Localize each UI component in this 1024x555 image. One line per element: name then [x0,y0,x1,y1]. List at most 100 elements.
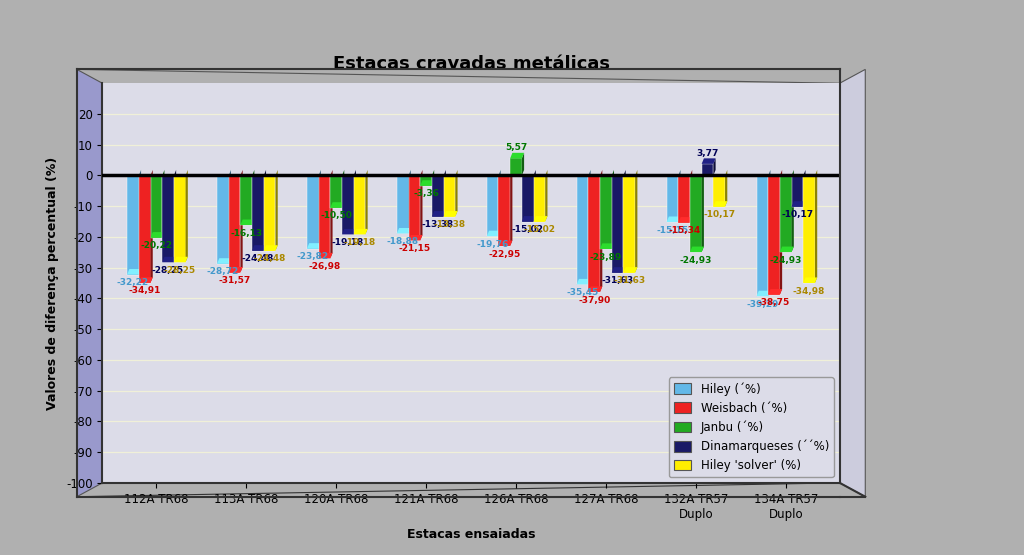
Polygon shape [725,170,727,206]
Polygon shape [635,170,637,273]
Polygon shape [342,170,344,208]
Bar [624,175,635,273]
Polygon shape [803,170,806,206]
Text: -34,98: -34,98 [793,287,825,296]
Polygon shape [432,211,445,216]
Polygon shape [174,170,176,263]
Polygon shape [185,170,187,263]
Bar [217,175,228,264]
Text: -32,22: -32,22 [117,278,150,287]
Bar [432,175,443,216]
Polygon shape [397,228,411,234]
Bar [307,175,318,249]
Polygon shape [545,170,548,221]
Bar [577,175,589,284]
Text: -10,50: -10,50 [321,211,352,220]
Polygon shape [127,269,141,275]
Text: -37,90: -37,90 [579,296,610,305]
Y-axis label: Valores de diferença percentual (%): Valores de diferença percentual (%) [46,157,59,410]
Polygon shape [443,170,445,216]
Text: -19,76: -19,76 [476,240,509,249]
Polygon shape [600,243,614,249]
Bar [534,175,545,221]
Polygon shape [624,267,637,273]
Polygon shape [162,170,165,238]
Bar [318,175,331,259]
Text: -38,75: -38,75 [758,298,791,307]
Polygon shape [486,231,501,236]
Text: -34,91: -34,91 [128,286,161,295]
Polygon shape [264,245,278,251]
Polygon shape [217,258,231,264]
Polygon shape [499,240,512,246]
Polygon shape [522,216,536,221]
Polygon shape [678,217,692,223]
Text: -28,72: -28,72 [207,268,239,276]
Text: -23,89: -23,89 [590,253,622,261]
Bar [589,175,600,292]
Polygon shape [307,243,321,249]
Polygon shape [318,253,333,259]
Polygon shape [443,211,458,216]
Text: -15,02: -15,02 [512,225,544,234]
Polygon shape [366,170,368,234]
Text: 3,77: 3,77 [696,149,719,158]
Polygon shape [139,278,153,283]
Bar [600,175,611,249]
Polygon shape [780,246,794,252]
Text: -20,22: -20,22 [140,241,172,250]
Polygon shape [714,201,727,206]
Bar [331,175,342,208]
Bar [252,175,264,251]
Text: -10,17: -10,17 [781,210,813,219]
Text: -22,95: -22,95 [488,250,520,259]
Text: -3,36: -3,36 [413,189,439,199]
Text: -10,17: -10,17 [703,210,735,219]
Legend: Hiley (´%), Weisbach (´%), Janbu (´%), Dinamarqueses (´´%), Hiley 'solver' (%): Hiley (´%), Weisbach (´%), Janbu (´%), D… [669,377,834,477]
Text: -39,29: -39,29 [746,300,778,309]
Text: -35,45: -35,45 [566,288,599,297]
Bar [139,175,151,283]
Polygon shape [432,170,434,186]
Bar [228,175,241,273]
Text: -31,63: -31,63 [613,276,645,285]
Text: -15,15: -15,15 [656,226,688,235]
Bar [522,175,534,221]
Polygon shape [151,170,153,283]
Text: -18,88: -18,88 [387,237,419,246]
Text: -24,48: -24,48 [254,254,286,264]
Polygon shape [264,170,266,251]
Bar [151,175,162,238]
Polygon shape [534,216,548,221]
Polygon shape [803,278,817,283]
Polygon shape [241,220,254,225]
Polygon shape [151,232,165,238]
Polygon shape [331,202,344,208]
Polygon shape [420,170,423,240]
Bar [803,175,815,283]
Bar [443,175,456,216]
Polygon shape [757,291,770,296]
Polygon shape [768,170,770,296]
Text: -19,18: -19,18 [332,238,364,247]
Bar [757,175,768,296]
Bar [510,158,522,175]
Polygon shape [780,170,782,295]
Polygon shape [318,170,321,249]
Bar [174,175,185,263]
Bar [678,175,690,223]
Text: -28,25: -28,25 [152,266,184,275]
Polygon shape [600,170,602,292]
Bar [486,175,499,236]
Bar [690,175,701,252]
Polygon shape [522,153,524,175]
Polygon shape [589,170,591,284]
Polygon shape [667,216,681,222]
Text: -24,93: -24,93 [770,256,802,265]
Polygon shape [162,257,176,263]
Polygon shape [353,170,356,234]
Polygon shape [420,180,434,186]
Text: -13,38: -13,38 [433,220,466,229]
Polygon shape [139,170,141,275]
Polygon shape [456,170,458,216]
